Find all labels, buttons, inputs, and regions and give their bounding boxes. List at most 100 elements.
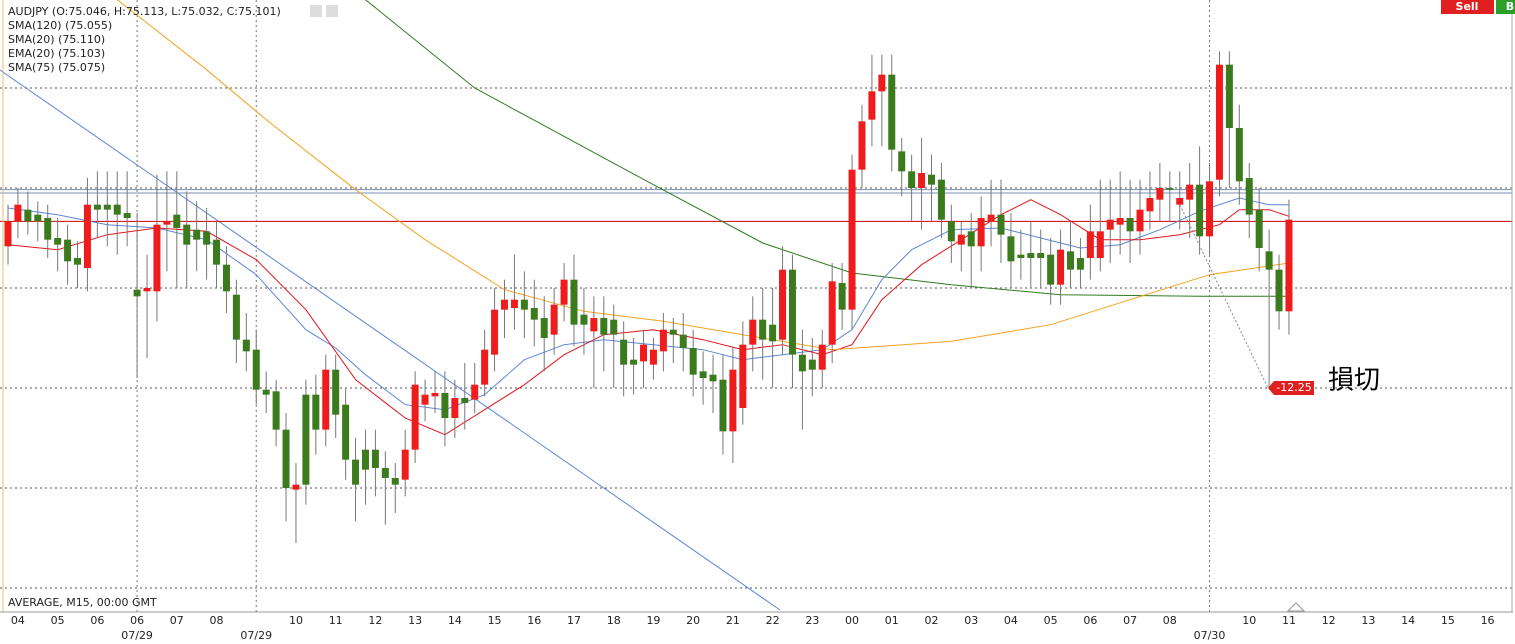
candle-body: [520, 299, 528, 310]
candle-body: [173, 214, 181, 228]
candle-body: [4, 221, 12, 247]
candle-body: [24, 209, 32, 222]
x-tick-label: 12: [368, 614, 382, 627]
candle-body: [1206, 181, 1214, 237]
candle-body: [252, 349, 260, 390]
candle-body: [143, 288, 151, 292]
candle-body: [1275, 269, 1283, 312]
candle-body: [1166, 188, 1174, 190]
candle-body: [54, 238, 62, 245]
candle-body: [649, 349, 657, 365]
candle-body: [530, 308, 538, 320]
candle-body: [93, 204, 101, 210]
candle-body: [987, 214, 995, 222]
candle-body: [1057, 249, 1065, 285]
sell-button[interactable]: [1441, 0, 1494, 14]
buy-button[interactable]: [1496, 0, 1515, 14]
candle-body: [689, 348, 697, 375]
date-label: 07/29: [240, 629, 272, 642]
date-label: 07/29: [121, 629, 153, 642]
candle-body: [491, 309, 499, 355]
candle-body: [808, 359, 816, 370]
candle-body: [630, 359, 638, 365]
candle-body: [1067, 251, 1075, 270]
candle-body: [123, 213, 131, 218]
x-tick-label: 10: [1242, 614, 1256, 627]
candle-body: [918, 173, 926, 188]
x-tick-label: 20: [686, 614, 700, 627]
sell-label[interactable]: Sell: [1456, 0, 1479, 13]
candle-body: [74, 258, 82, 265]
candle-body: [550, 304, 558, 335]
candle-body: [719, 379, 727, 432]
legend-entry: SMA(20) (75.110): [8, 33, 105, 46]
legend-entry: SMA(120) (75.055): [8, 19, 112, 32]
x-tick-label: 19: [646, 614, 660, 627]
candle-body: [262, 389, 270, 395]
annotation: 損切: [1328, 366, 1380, 396]
x-tick-label: 16: [527, 614, 541, 627]
candle-body: [739, 344, 747, 408]
candle-body: [947, 221, 955, 242]
candle-body: [401, 449, 409, 480]
candle-body: [471, 384, 479, 400]
candle-body: [64, 239, 72, 262]
candle-body: [312, 394, 320, 430]
candle-body: [798, 354, 806, 372]
candle-body: [759, 319, 767, 340]
candle-body: [421, 394, 429, 405]
candle-body: [1196, 184, 1204, 237]
candle-body: [451, 398, 459, 418]
candle-body: [1096, 231, 1104, 258]
x-tick-label: 13: [1361, 614, 1375, 627]
candle-body: [1215, 64, 1223, 180]
buy-label[interactable]: B: [1506, 0, 1514, 13]
candle-body: [1156, 188, 1164, 200]
candle-body: [332, 369, 340, 415]
candle-body: [1255, 209, 1263, 248]
candle-body: [967, 231, 975, 247]
candle-body: [818, 344, 826, 370]
x-tick-label: 15: [1441, 614, 1455, 627]
candle-body: [560, 279, 568, 305]
candle-body: [1037, 253, 1045, 258]
x-tick-label: 14: [1401, 614, 1415, 627]
x-tick-label: 03: [964, 614, 978, 627]
time-axis: [0, 612, 1513, 644]
candle-body: [997, 214, 1005, 235]
candle-body: [1017, 254, 1025, 258]
x-tick-label: 10: [289, 614, 303, 627]
x-tick-label: 15: [488, 614, 502, 627]
icon[interactable]: [326, 5, 338, 17]
x-tick-label: 07: [1123, 614, 1137, 627]
candle-body: [381, 468, 389, 478]
candle-body: [1007, 236, 1015, 262]
candle-body: [441, 393, 449, 418]
candle-body: [501, 299, 508, 310]
stop-loss-label: -12.25: [1276, 381, 1311, 394]
icon[interactable]: [310, 5, 322, 17]
footer: AVERAGE, M15, 00:00 GMT: [8, 596, 157, 609]
candle-body: [391, 478, 399, 485]
candle-body: [957, 234, 965, 245]
scroll-marker[interactable]: [1286, 602, 1306, 612]
candle-body: [699, 371, 707, 378]
x-tick-label: 17: [567, 614, 581, 627]
candle-body: [1245, 178, 1253, 215]
x-tick-label: 11: [1282, 614, 1296, 627]
candle-body: [868, 91, 876, 120]
x-tick-label: 18: [607, 614, 621, 627]
legend-entry: EMA(20) (75.103): [8, 47, 105, 60]
candle-body: [838, 283, 846, 310]
x-tick-label: 01: [885, 614, 899, 627]
candle-body: [1106, 219, 1114, 230]
candle-body: [788, 269, 796, 355]
candle-body: [729, 369, 737, 432]
candle-body: [679, 334, 687, 348]
candle-body: [1027, 253, 1035, 258]
candle-body: [213, 239, 221, 265]
x-tick-label: 06: [90, 614, 104, 627]
candle-body: [1086, 231, 1094, 258]
candle-body: [1126, 218, 1134, 232]
